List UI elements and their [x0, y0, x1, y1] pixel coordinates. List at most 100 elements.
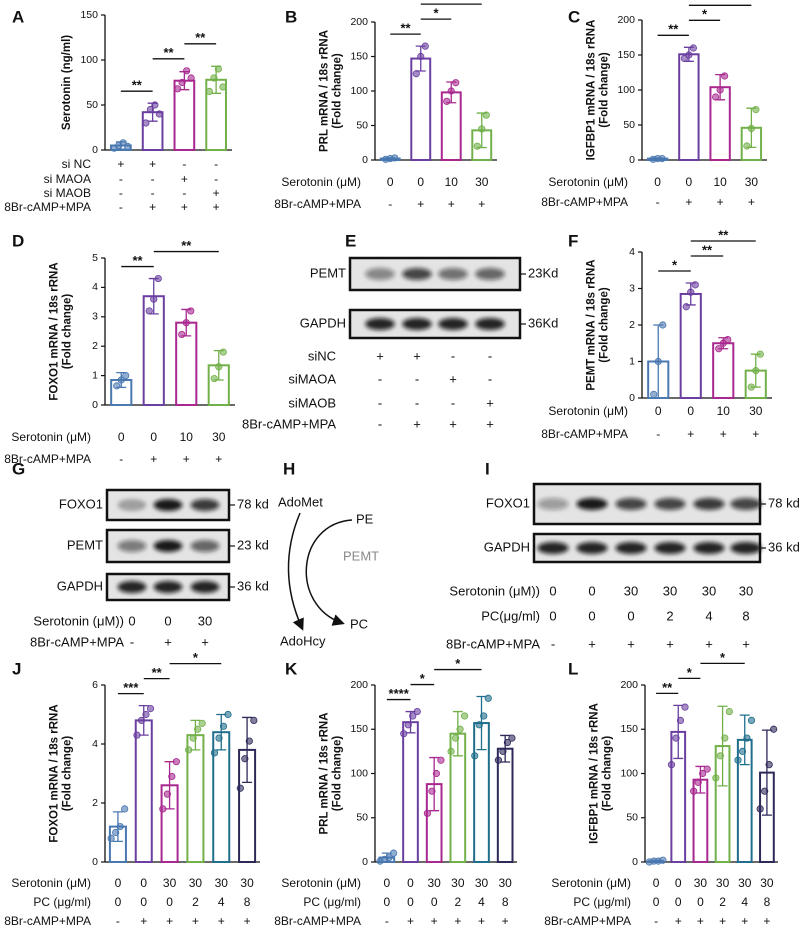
blot-band [117, 581, 147, 593]
condition-entry: - [119, 172, 123, 186]
condition-entry: 0 [588, 608, 595, 623]
condition-label: 8Br-cAMP+MPA [446, 636, 540, 651]
condition-label: 8Br-cAMP+MPA [30, 634, 124, 649]
data-point [210, 74, 218, 82]
data-point [400, 730, 408, 738]
condition-entry: 30 [716, 876, 730, 890]
condition-label: Serotonin (μM) [11, 876, 91, 890]
bar-panel: K PRL mRNA / 18s rRNA (Fold change) 0 50 100 1… [274, 656, 517, 928]
significance-label: ** [446, 0, 457, 6]
data-point [137, 716, 146, 725]
condition-entry: 2 [454, 895, 461, 909]
data-point [178, 330, 186, 339]
band-size: 23 kd [237, 537, 269, 552]
product: AdoHcy [280, 633, 326, 648]
condition-entry: + [413, 348, 421, 363]
data-point [691, 281, 699, 289]
blot-band [475, 268, 505, 280]
condition-entry: 8 [764, 895, 771, 909]
condition-entry: - [388, 197, 392, 211]
y-tick-label: 0 [629, 154, 635, 166]
blot-band [438, 318, 468, 330]
condition-entry: - [151, 186, 155, 200]
significance-label: * [455, 656, 461, 671]
condition-entry: - [119, 186, 123, 200]
band-label: FOXO1 [59, 496, 103, 511]
blot-band [693, 498, 725, 510]
blot-band [190, 540, 220, 552]
condition-entry: + [478, 197, 485, 211]
data-point [752, 367, 760, 375]
y-tick-label: 0 [92, 399, 98, 411]
significance-label: ** [718, 227, 729, 242]
condition-entry: 0 [115, 895, 122, 909]
panel-letter: E [345, 231, 356, 250]
condition-label: 8Br-cAMP+MPA [4, 914, 91, 928]
panel-letter: C [568, 7, 580, 26]
condition-entry: 0 [383, 895, 390, 909]
condition-entry: + [687, 427, 694, 441]
condition-entry: + [454, 914, 461, 928]
y-tick-label: 0 [629, 392, 635, 404]
condition-entry: 30 [663, 583, 677, 598]
data-point [417, 52, 425, 61]
significance-label: ** [181, 238, 192, 253]
condition-entry: - [214, 157, 218, 171]
data-point [689, 44, 697, 52]
y-axis-label: (Fold change) [332, 53, 344, 129]
significance-label: * [687, 665, 693, 680]
condition-label: PC (μg/ml) [303, 895, 361, 909]
blot-band [153, 499, 183, 511]
data-point [715, 345, 723, 353]
condition-entry: 0 [549, 608, 556, 623]
data-point [447, 747, 455, 755]
condition-entry: + [431, 914, 438, 928]
data-point [747, 383, 755, 391]
condition-entry: 4 [218, 895, 225, 909]
panel-h: H AdoMet PE PEMT PC AdoHcy [278, 459, 379, 648]
condition-entry: + [486, 416, 494, 431]
data-point [174, 85, 182, 93]
y-tick-label: 5 [92, 252, 98, 264]
band-label: GAPDH [484, 539, 530, 554]
condition-entry: - [378, 416, 382, 431]
data-point [187, 307, 195, 315]
condition-entry: - [654, 914, 658, 928]
condition-entry: + [666, 636, 674, 651]
data-point [452, 79, 460, 87]
data-point [443, 97, 451, 105]
condition-entry: + [697, 914, 704, 928]
condition-entry: + [449, 416, 457, 431]
condition-entry: + [705, 636, 713, 651]
y-tick-label: 0 [92, 856, 98, 868]
data-point [456, 725, 464, 733]
condition-entry: 0 [675, 895, 682, 909]
condition-label: 8Br-cAMP+MPA [4, 452, 91, 466]
blot-band [537, 542, 569, 554]
blot-band [475, 318, 505, 330]
y-axis-label: (Fold change) [62, 294, 74, 370]
y-axis-label: (Fold change) [602, 736, 614, 812]
data-point [163, 790, 171, 798]
condition-entry: - [488, 348, 492, 363]
condition-entry: + [449, 371, 457, 386]
blot-band [438, 268, 468, 280]
y-axis-label: PRL mRNA / 18s rRNA [319, 712, 331, 834]
data-point [154, 274, 162, 283]
data-point [124, 142, 132, 150]
blot-band [576, 498, 608, 510]
y-axis-label: IGFBP1 mRNA / 18s rRNA [589, 703, 601, 844]
condition-entry: - [551, 636, 555, 651]
condition-entry: - [656, 195, 660, 209]
data-point [245, 737, 253, 745]
condition-entry: + [685, 195, 692, 209]
data-point [761, 787, 769, 795]
data-point [412, 70, 420, 78]
data-point [724, 335, 732, 344]
y-axis-label: PEMT mRNA / 18s rRNA [586, 259, 598, 390]
data-point [215, 363, 223, 371]
y-tick-label: 3 [629, 282, 635, 294]
panel-letter: L [568, 659, 578, 678]
y-tick-label: 200 [350, 16, 368, 28]
